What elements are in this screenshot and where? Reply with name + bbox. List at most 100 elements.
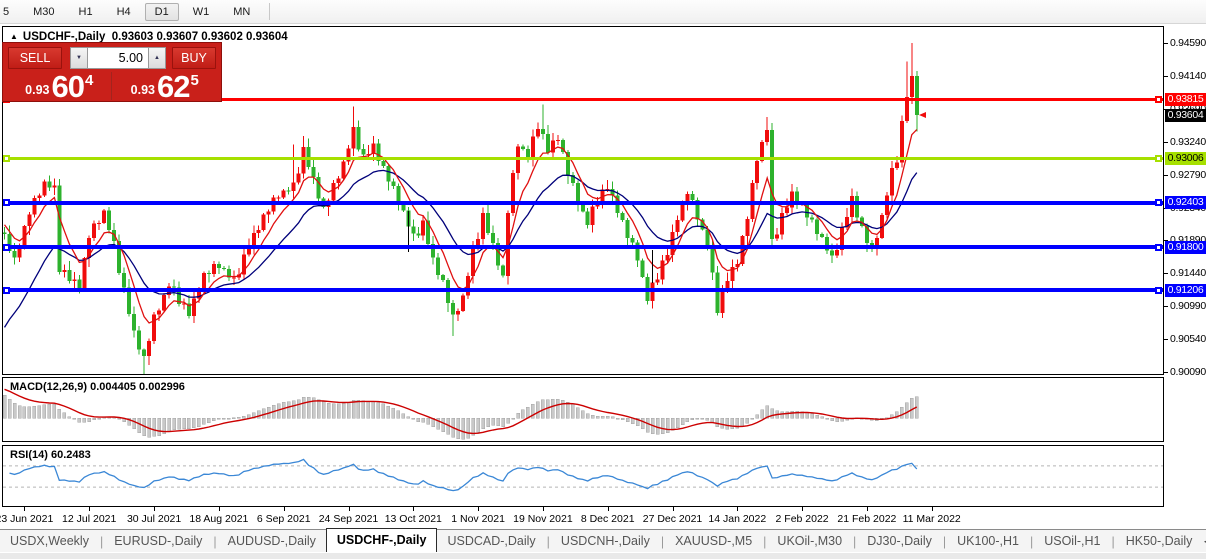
horizontal-line-0.93006[interactable] [3, 157, 1163, 161]
price-tick-label: 0.92790 [1170, 168, 1206, 181]
date-label: 2 Feb 2022 [775, 513, 829, 525]
price-tick [1164, 174, 1168, 176]
sell-button[interactable]: SELL [8, 47, 62, 69]
price-badge-0.93604: 0.93604 [1165, 108, 1206, 122]
line-handle[interactable] [1155, 243, 1162, 251]
horizontal-line-0.93815[interactable] [3, 98, 1163, 102]
volume-input[interactable] [88, 47, 148, 69]
date-tick [478, 507, 480, 511]
date-label: 13 Oct 2021 [384, 513, 442, 525]
timeframe-button-M30[interactable]: M30 [33, 5, 55, 18]
one-click-trading-widget: SELL ▼ ▲ BUY 0.93 60 4 0.93 62 5 [2, 42, 222, 102]
date-label: 18 Aug 2021 [189, 513, 249, 525]
buy-price-sup: 5 [190, 72, 199, 89]
line-handle[interactable] [1155, 199, 1162, 207]
date-label: 12 Jul 2021 [62, 513, 117, 525]
symbol-tab-USOil-H1[interactable]: USOil-,H1 [1044, 534, 1101, 548]
date-tick [24, 507, 26, 511]
tabs-scroll-left-icon[interactable]: ◄ [1202, 537, 1206, 546]
horizontal-line-0.918[interactable] [3, 245, 1163, 249]
line-handle[interactable] [1155, 155, 1162, 163]
ma-slow-line [3, 169, 918, 328]
macd-chart [3, 388, 919, 440]
timeframe-button-H4[interactable]: H4 [116, 5, 131, 18]
volume-increase-button[interactable]: ▲ [148, 47, 166, 69]
price-tick-label: 0.94140 [1170, 69, 1206, 82]
date-tick [802, 507, 804, 511]
timeframe-button-H1[interactable]: H1 [78, 5, 93, 18]
macd-histogram [3, 394, 919, 440]
price-tick [1164, 339, 1168, 341]
price-tick [1164, 273, 1168, 275]
toolbar-separator [269, 3, 271, 20]
timeframe-button-D1[interactable]: D1 [144, 2, 179, 21]
date-label: 19 Nov 2021 [513, 513, 573, 525]
symbol-tab-UK100-H1[interactable]: UK100-,H1 [957, 534, 1019, 548]
price-tick-label: 0.90540 [1170, 333, 1206, 346]
symbol-tab-AUDUSD-Daily[interactable]: AUDUSD-,Daily [227, 534, 316, 548]
sell-price-frac: 0.93 [25, 83, 50, 97]
date-tick [218, 507, 220, 511]
tab-separator: | [546, 534, 550, 549]
symbol-collapse-icon[interactable]: ▲ [10, 32, 18, 41]
ma-fast-line [3, 129, 918, 324]
timeframe-toolbar: 5 M30 H1 H4 D1 W1 MN [0, 0, 1206, 24]
volume-decrease-button[interactable]: ▼ [70, 47, 88, 69]
symbol-tab-USDCNH-Daily[interactable]: USDCNH-,Daily [560, 534, 650, 548]
symbol-tab-UKOil-M30[interactable]: UKOil-,M30 [777, 534, 843, 548]
line-handle[interactable] [3, 286, 10, 294]
symbol-tab-HK50-Daily[interactable]: HK50-,Daily [1125, 534, 1193, 548]
sell-price-sup: 4 [84, 72, 94, 89]
date-label: 1 Nov 2021 [451, 513, 505, 525]
date-label: 21 Feb 2022 [837, 513, 897, 525]
symbol-tab-USDCAD-Daily[interactable]: USDCAD-,Daily [447, 534, 536, 548]
status-strip [0, 552, 1206, 559]
sell-price-display[interactable]: 0.93 60 4 [8, 69, 112, 104]
symbol-tab-USDCHF-Daily[interactable]: USDCHF-,Daily [325, 527, 438, 554]
tab-separator: | [1111, 534, 1115, 549]
price-tick [1164, 75, 1168, 77]
date-axis: 23 Jun 2021 12 Jul 2021 30 Jul 2021 18 Aug … [0, 507, 1206, 529]
tab-separator: | [1029, 534, 1034, 549]
line-handle[interactable] [1155, 286, 1162, 294]
macd-panel[interactable] [2, 377, 1164, 442]
chart-symbol-label: USDCHF-,Daily [22, 31, 106, 43]
horizontal-line-0.91206[interactable] [3, 288, 1163, 293]
timeframe-button-W1[interactable]: W1 [192, 5, 210, 18]
buy-price-display[interactable]: 0.93 62 5 [114, 69, 217, 104]
arrow-down-icon: ▼ [76, 55, 82, 61]
date-tick [283, 507, 285, 511]
price-tick [1164, 141, 1168, 143]
price-tick-label: 0.90090 [1170, 366, 1206, 378]
symbol-tab-XAUUSD-M5[interactable]: XAUUSD-,M5 [675, 534, 753, 548]
price-tick-label: 0.90990 [1170, 300, 1206, 313]
sell-price-big: 60 [51, 69, 85, 104]
chart-ohlc-values: 0.93603 0.93607 0.93602 0.93604 [111, 31, 288, 43]
date-label: 30 Jul 2021 [126, 513, 182, 525]
date-tick [89, 507, 91, 511]
date-label: 8 Dec 2021 [580, 513, 635, 525]
timeframe-button-5[interactable]: 5 [3, 5, 10, 18]
line-handle[interactable] [3, 155, 10, 163]
rsi-panel[interactable] [2, 445, 1164, 507]
tab-separator: | [99, 534, 104, 549]
price-badge-0.91800: 0.91800 [1165, 240, 1206, 254]
arrow-up-icon: ▲ [154, 55, 160, 61]
timeframe-button-MN[interactable]: MN [233, 5, 251, 18]
symbol-tab-DJ30-Daily[interactable]: DJ30-,Daily [867, 534, 932, 548]
buy-price-frac: 0.93 [130, 83, 155, 97]
line-handle[interactable] [3, 199, 10, 207]
price-badge-0.93006: 0.93006 [1165, 152, 1206, 166]
symbol-tab-USDX-Weekly[interactable]: USDX,Weekly [10, 534, 89, 548]
price-tick [1164, 43, 1168, 44]
symbol-tab-EURUSD-Daily[interactable]: EURUSD-,Daily [114, 534, 203, 548]
date-label: 11 Mar 2022 [902, 513, 961, 525]
chart-title: ▲ USDCHF-,Daily 0.93603 0.93607 0.93602 0… [10, 31, 288, 43]
date-tick [542, 507, 544, 511]
buy-button[interactable]: BUY [172, 47, 216, 69]
line-handle[interactable] [3, 243, 10, 251]
horizontal-line-0.92403[interactable] [3, 200, 1163, 205]
buy-price-big: 62 [157, 69, 190, 104]
line-handle[interactable] [1155, 96, 1162, 104]
price-badge-0.92403: 0.92403 [1165, 196, 1206, 210]
